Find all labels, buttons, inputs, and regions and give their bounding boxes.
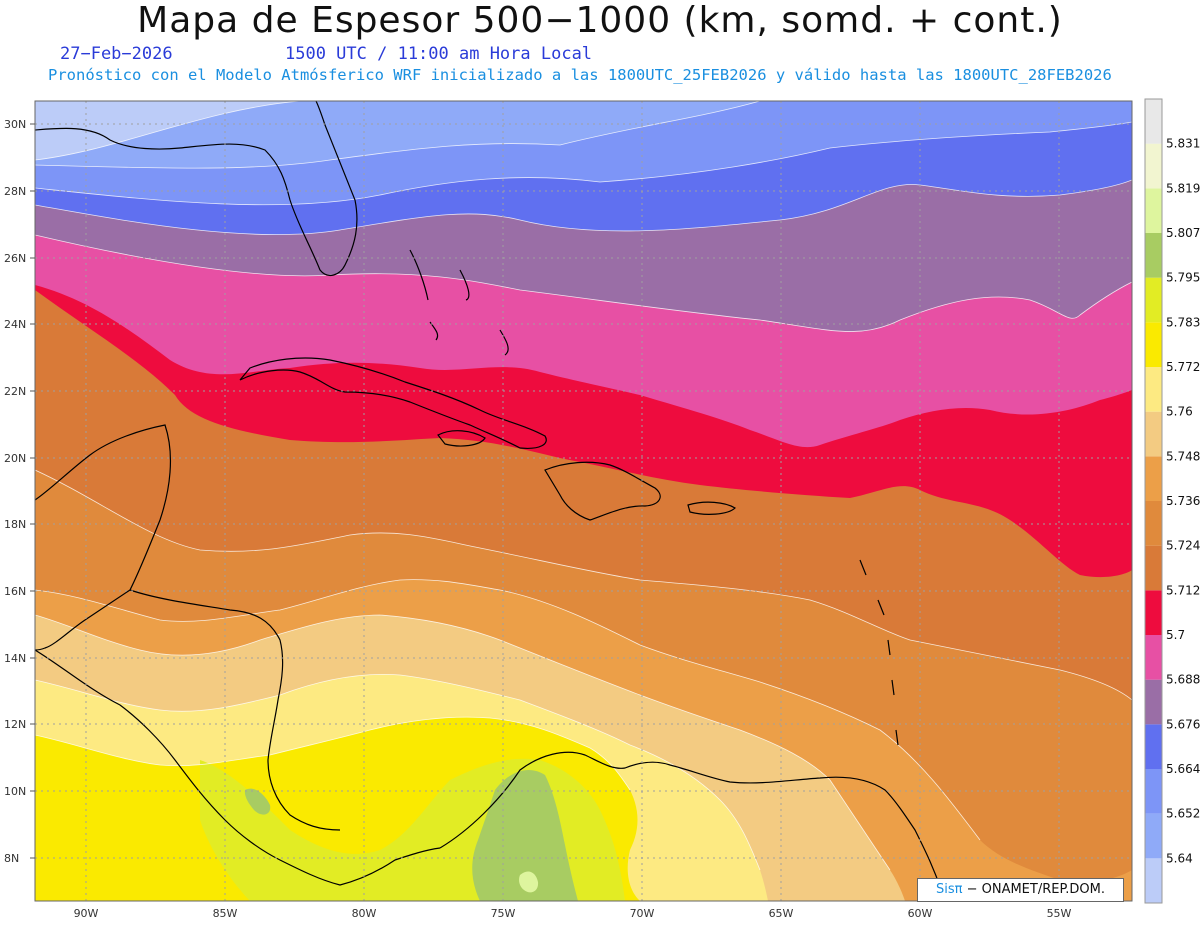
colorbar-label: 5.748 [1166, 449, 1200, 463]
colorbar-swatch [1145, 635, 1162, 680]
valid-time: 1500 UTC / 11:00 am Hora Local [285, 44, 593, 64]
colorbar-label: 5.664 [1166, 762, 1200, 776]
colorbar-label: 5.652 [1166, 807, 1200, 821]
colorbar-swatch [1145, 233, 1162, 278]
lat-label: 14N [4, 652, 26, 665]
colorbar-swatch [1145, 501, 1162, 546]
colorbar-swatch [1145, 724, 1162, 769]
colorbar-label: 5.712 [1166, 583, 1200, 597]
colorbar-label: 5.783 [1166, 315, 1200, 329]
lat-label: 8N [4, 852, 19, 865]
lat-label: 10N [4, 785, 26, 798]
lat-label: 16N [4, 585, 26, 598]
colorbar-label: 5.76 [1166, 405, 1193, 419]
lat-label: 12N [4, 718, 26, 731]
colorbar-swatch [1145, 679, 1162, 725]
latitude-labels: 30N 28N 26N 24N 22N 20N 18N 16N 14N 12N … [4, 118, 26, 865]
colorbar-label: 5.64 [1166, 851, 1193, 865]
band-5-807 [472, 770, 578, 901]
map-frame [34, 100, 1133, 902]
lat-ticks [30, 123, 35, 859]
lon-label: 65W [769, 907, 794, 920]
colorbar-swatch [1145, 456, 1162, 501]
colorbar-label: 5.736 [1166, 494, 1200, 508]
colorbar-swatch [1145, 277, 1162, 323]
band-5-807-b [244, 788, 271, 815]
lon-label: 60W [908, 907, 933, 920]
lon-label: 85W [213, 907, 238, 920]
colorbar-label: 5.772 [1166, 360, 1200, 374]
colorbar-label: 5.807 [1166, 226, 1200, 240]
credit-org: − ONAMET/REP.DOM. [966, 882, 1106, 897]
colorbar-swatch [1145, 590, 1162, 635]
valid-date: 27−Feb−2026 [60, 44, 173, 64]
lon-label: 55W [1047, 907, 1072, 920]
colorbar-label: 5.676 [1166, 717, 1200, 731]
thickness-bands [35, 101, 1132, 901]
colorbar: 5.64 5.652 5.664 5.676 5.688 5.7 5.712 5.724 5.7… [1144, 98, 1200, 904]
map-title: Mapa de Espesor 500−1000 (km, somd. + co… [137, 0, 1063, 41]
lon-label: 75W [491, 907, 516, 920]
credit-sis: Sisπ [935, 882, 963, 897]
lat-label: 20N [4, 452, 26, 465]
longitude-labels: 90W 85W 80W 75W 70W 65W 60W 55W [74, 907, 1072, 920]
colorbar-swatch [1145, 143, 1162, 189]
lat-label: 28N [4, 185, 26, 198]
lon-label: 70W [630, 907, 655, 920]
lat-label: 24N [4, 318, 26, 331]
colorbar-swatch [1145, 367, 1162, 412]
colorbar-swatch [1145, 188, 1162, 233]
colorbar-label: 5.795 [1166, 271, 1200, 285]
colorbar-swatch [1145, 411, 1162, 457]
colorbar-swatch [1145, 99, 1162, 144]
colorbar-swatch [1145, 858, 1162, 903]
lat-label: 22N [4, 385, 26, 398]
forecast-description: Pronóstico con el Modelo Atmósferico WRF… [48, 66, 1112, 84]
colorbar-swatch [1145, 813, 1162, 859]
colorbar-label: 5.831 [1166, 137, 1200, 151]
graticule [35, 101, 1132, 901]
colorbar-swatch [1145, 769, 1162, 814]
coastlines [35, 101, 946, 901]
lat-label: 18N [4, 518, 26, 531]
band-5-819 [519, 871, 539, 893]
colorbar-frame [1144, 98, 1163, 904]
lon-label: 90W [74, 907, 99, 920]
colorbar-label: 5.819 [1166, 181, 1200, 195]
colorbar-swatch [1145, 545, 1162, 591]
contour-lines [35, 101, 1132, 871]
credit-box: Sisπ − ONAMET/REP.DOM. [917, 878, 1124, 902]
colorbar-label: 5.688 [1166, 673, 1200, 687]
lon-label: 80W [352, 907, 377, 920]
colorbar-label: 5.7 [1166, 628, 1185, 642]
lat-label: 26N [4, 252, 26, 265]
lat-label: 30N [4, 118, 26, 131]
colorbar-label: 5.724 [1166, 539, 1200, 553]
colorbar-swatch [1145, 322, 1162, 367]
